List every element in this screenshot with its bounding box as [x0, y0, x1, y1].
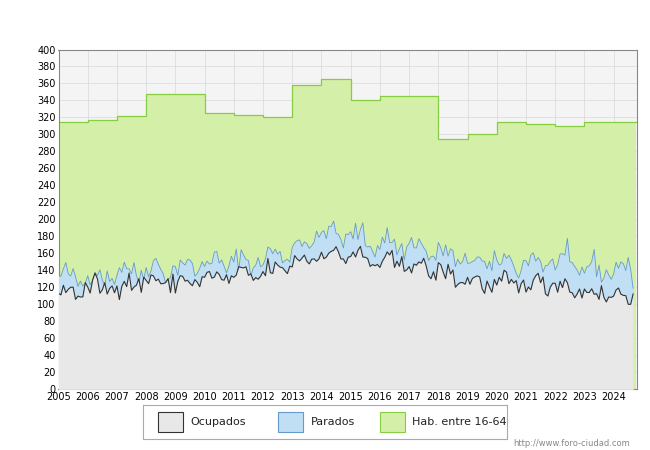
Text: Lújar - Evolucion de la poblacion en edad de Trabajar Septiembre de 2024: Lújar - Evolucion de la poblacion en eda…: [78, 15, 572, 28]
Text: Ocupados: Ocupados: [190, 417, 246, 427]
Text: Hab. entre 16-64: Hab. entre 16-64: [412, 417, 507, 427]
Bar: [380, 412, 405, 432]
Bar: [157, 412, 183, 432]
Text: http://www.foro-ciudad.com: http://www.foro-ciudad.com: [514, 439, 630, 448]
Bar: [278, 412, 303, 432]
Text: Parados: Parados: [311, 417, 355, 427]
